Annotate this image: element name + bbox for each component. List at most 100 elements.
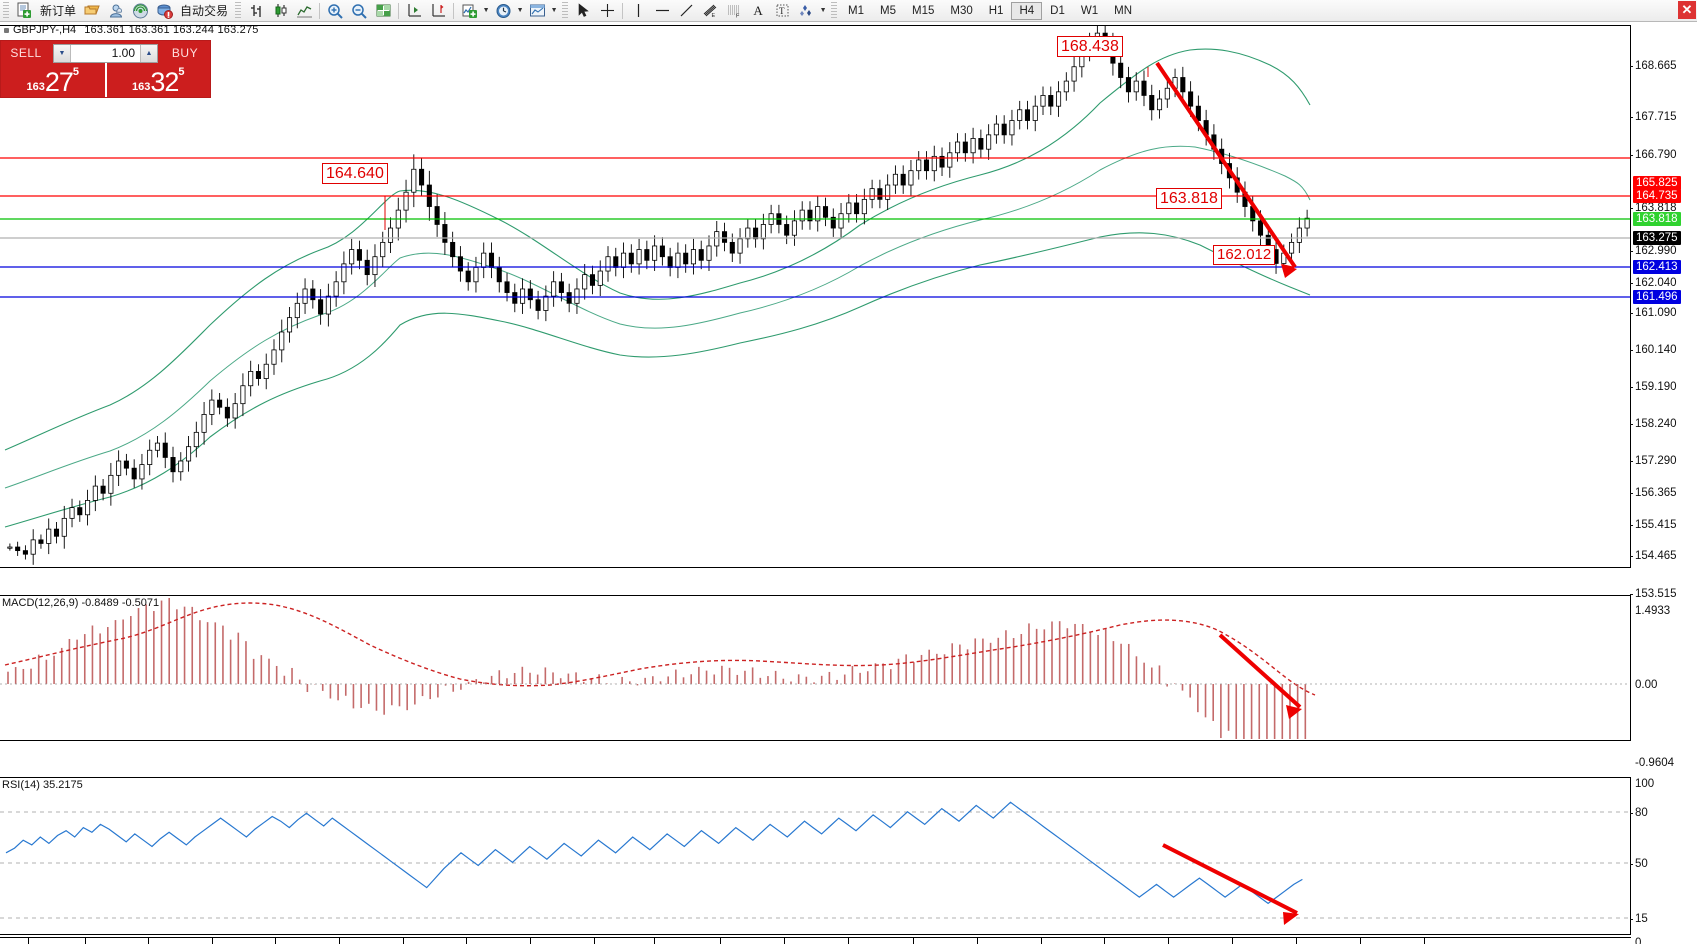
- folder-icon[interactable]: [80, 1, 104, 21]
- toolbar-separator: [319, 2, 321, 19]
- rsi-pane[interactable]: [0, 777, 1631, 935]
- timeframe-h4[interactable]: H4: [1011, 1, 1043, 20]
- toolbar-grip[interactable]: [3, 1, 9, 20]
- toolbar-grip-2[interactable]: [235, 1, 242, 20]
- ytick: 153.515: [1630, 588, 1677, 600]
- sell-button[interactable]: SELL: [10, 46, 42, 60]
- buy-price[interactable]: 163 32 5: [104, 63, 211, 97]
- sell-price[interactable]: 163 27 5: [1, 63, 105, 97]
- candlestick-icon[interactable]: [268, 1, 292, 21]
- timeframe-d1[interactable]: D1: [1050, 4, 1065, 17]
- lot-size-input[interactable]: 1.00: [71, 44, 140, 62]
- ytick: 162.040: [1630, 277, 1677, 289]
- new-order-button[interactable]: [12, 1, 36, 21]
- line-chart-icon[interactable]: [292, 1, 316, 21]
- sell-price-sup: 5: [72, 66, 80, 78]
- template-icon[interactable]: [525, 1, 549, 21]
- close-icon[interactable]: ✕: [1678, 1, 1696, 19]
- rsi-indicator-label[interactable]: RSI(14) 35.2175: [2, 779, 83, 791]
- bar-chart-icon[interactable]: [244, 1, 268, 21]
- clock-icon[interactable]: [491, 1, 515, 21]
- buy-price-big: 32: [150, 67, 179, 97]
- time-axis-gridmark: [1424, 938, 1425, 944]
- time-axis-gridmark: [654, 938, 655, 944]
- sell-price-prefix: 163: [26, 81, 45, 93]
- time-axis[interactable]: Mar 202216 Mar 20:0018 Mar 04:0021 Mar 1…: [0, 937, 1631, 944]
- trade-panel[interactable]: SELL ▼ 1.00 ▲ BUY 163 27 5 163 32 5: [0, 40, 211, 98]
- ytick: 158.240: [1630, 418, 1677, 430]
- timeframe-m15[interactable]: M15: [912, 4, 935, 17]
- macd-chart-svg: [0, 598, 1631, 739]
- grid-icon[interactable]: [371, 1, 395, 21]
- buy-price-sup: 5: [178, 66, 185, 78]
- macd-indicator-label[interactable]: MACD(12,26,9) -0.8489 -0.5071: [2, 597, 160, 609]
- callout-162012[interactable]: 162.012: [1213, 245, 1276, 265]
- lot-increment-icon[interactable]: ▲: [140, 44, 157, 62]
- buy-button[interactable]: BUY: [171, 46, 199, 60]
- time-axis-gridmark: [466, 938, 467, 944]
- ytick-badge-164735: 164.735: [1633, 189, 1681, 203]
- toolbar-grip-4[interactable]: [831, 1, 838, 20]
- ytick: 167.715: [1630, 111, 1677, 123]
- price-pane[interactable]: 164.640 168.438 163.818 162.012: [0, 25, 1631, 568]
- callout-168438[interactable]: 168.438: [1057, 36, 1123, 57]
- timeframe-m1[interactable]: M1: [848, 4, 865, 17]
- callout-164640[interactable]: 164.640: [322, 163, 388, 184]
- channel-icon[interactable]: E: [698, 1, 722, 21]
- timeframe-w1[interactable]: W1: [1080, 4, 1099, 17]
- person-cloud-icon[interactable]: [104, 1, 128, 21]
- horizontal-line-icon[interactable]: [650, 1, 674, 21]
- timeframe-m30[interactable]: M30: [950, 4, 973, 17]
- time-axis-gridmark: [275, 938, 276, 944]
- trade-prices: 163 27 5 163 32 5: [1, 63, 210, 97]
- magnifier-plus-icon[interactable]: [323, 1, 347, 21]
- new-order-label[interactable]: 新订单: [40, 4, 77, 18]
- text-A-icon[interactable]: A: [753, 2, 763, 18]
- indicators-caret-icon[interactable]: ▼: [482, 7, 490, 14]
- toolbar-grip-3[interactable]: [562, 1, 569, 20]
- symbol-label: GBPJPY-,H4: [13, 24, 77, 36]
- ytick: 157.290: [1630, 455, 1677, 467]
- macd-pane[interactable]: [0, 595, 1631, 741]
- shapes-caret-icon[interactable]: ▼: [819, 7, 827, 14]
- ytick: 159.190: [1630, 381, 1677, 393]
- timeframe-m5[interactable]: M5: [880, 4, 896, 17]
- timeframe-h1[interactable]: H1: [988, 4, 1004, 17]
- chartshift-icon[interactable]: [426, 1, 450, 21]
- lot-decrement-icon[interactable]: ▼: [54, 44, 71, 62]
- ytick: 166.790: [1630, 149, 1677, 161]
- shapes-icon[interactable]: [794, 1, 818, 21]
- lot-size-stepper[interactable]: ▼ 1.00 ▲: [53, 43, 158, 63]
- autoscroll-icon[interactable]: [402, 1, 426, 21]
- ytick: 161.090: [1630, 307, 1677, 319]
- vertical-line-icon[interactable]: [626, 1, 650, 21]
- ytick: 160.140: [1630, 344, 1677, 356]
- callout-163818[interactable]: 163.818: [1156, 188, 1222, 209]
- svg-text:E: E: [711, 13, 715, 18]
- time-axis-gridmark: [28, 938, 29, 944]
- text-label-icon[interactable]: T: [770, 1, 794, 21]
- trendline-icon[interactable]: [674, 1, 698, 21]
- indicator-add-icon[interactable]: [457, 1, 481, 21]
- trendline-arrow: [1155, 61, 1297, 269]
- autotrade-icon[interactable]: [152, 1, 176, 21]
- periods-caret-icon[interactable]: ▼: [516, 7, 524, 14]
- auto-trading-label[interactable]: 自动交易: [180, 4, 229, 18]
- rsi-ytick: 80: [1630, 807, 1648, 819]
- price-pane-border: [0, 25, 1631, 568]
- symbol-marker-icon: [4, 27, 9, 33]
- chart-area[interactable]: 164.640 168.438 163.818 162.012: [0, 25, 1697, 944]
- rsi-pane-border: [0, 777, 1631, 935]
- rsi-ytick: 50: [1630, 858, 1648, 870]
- signal-icon[interactable]: [128, 1, 152, 21]
- price-axis[interactable]: 168.665 167.715 166.790 165.825 163.818 …: [1630, 25, 1697, 944]
- time-axis-gridmark: [85, 938, 86, 944]
- svg-text:F: F: [736, 14, 740, 19]
- crosshair-icon[interactable]: [595, 1, 619, 21]
- time-axis-gridmark: [1041, 938, 1042, 944]
- timeframe-mn[interactable]: MN: [1114, 4, 1132, 17]
- templates-caret-icon[interactable]: ▼: [550, 7, 558, 14]
- magnifier-minus-icon[interactable]: [347, 1, 371, 21]
- arrow-cursor-icon[interactable]: [571, 1, 595, 21]
- fibonacci-icon[interactable]: F: [722, 1, 746, 21]
